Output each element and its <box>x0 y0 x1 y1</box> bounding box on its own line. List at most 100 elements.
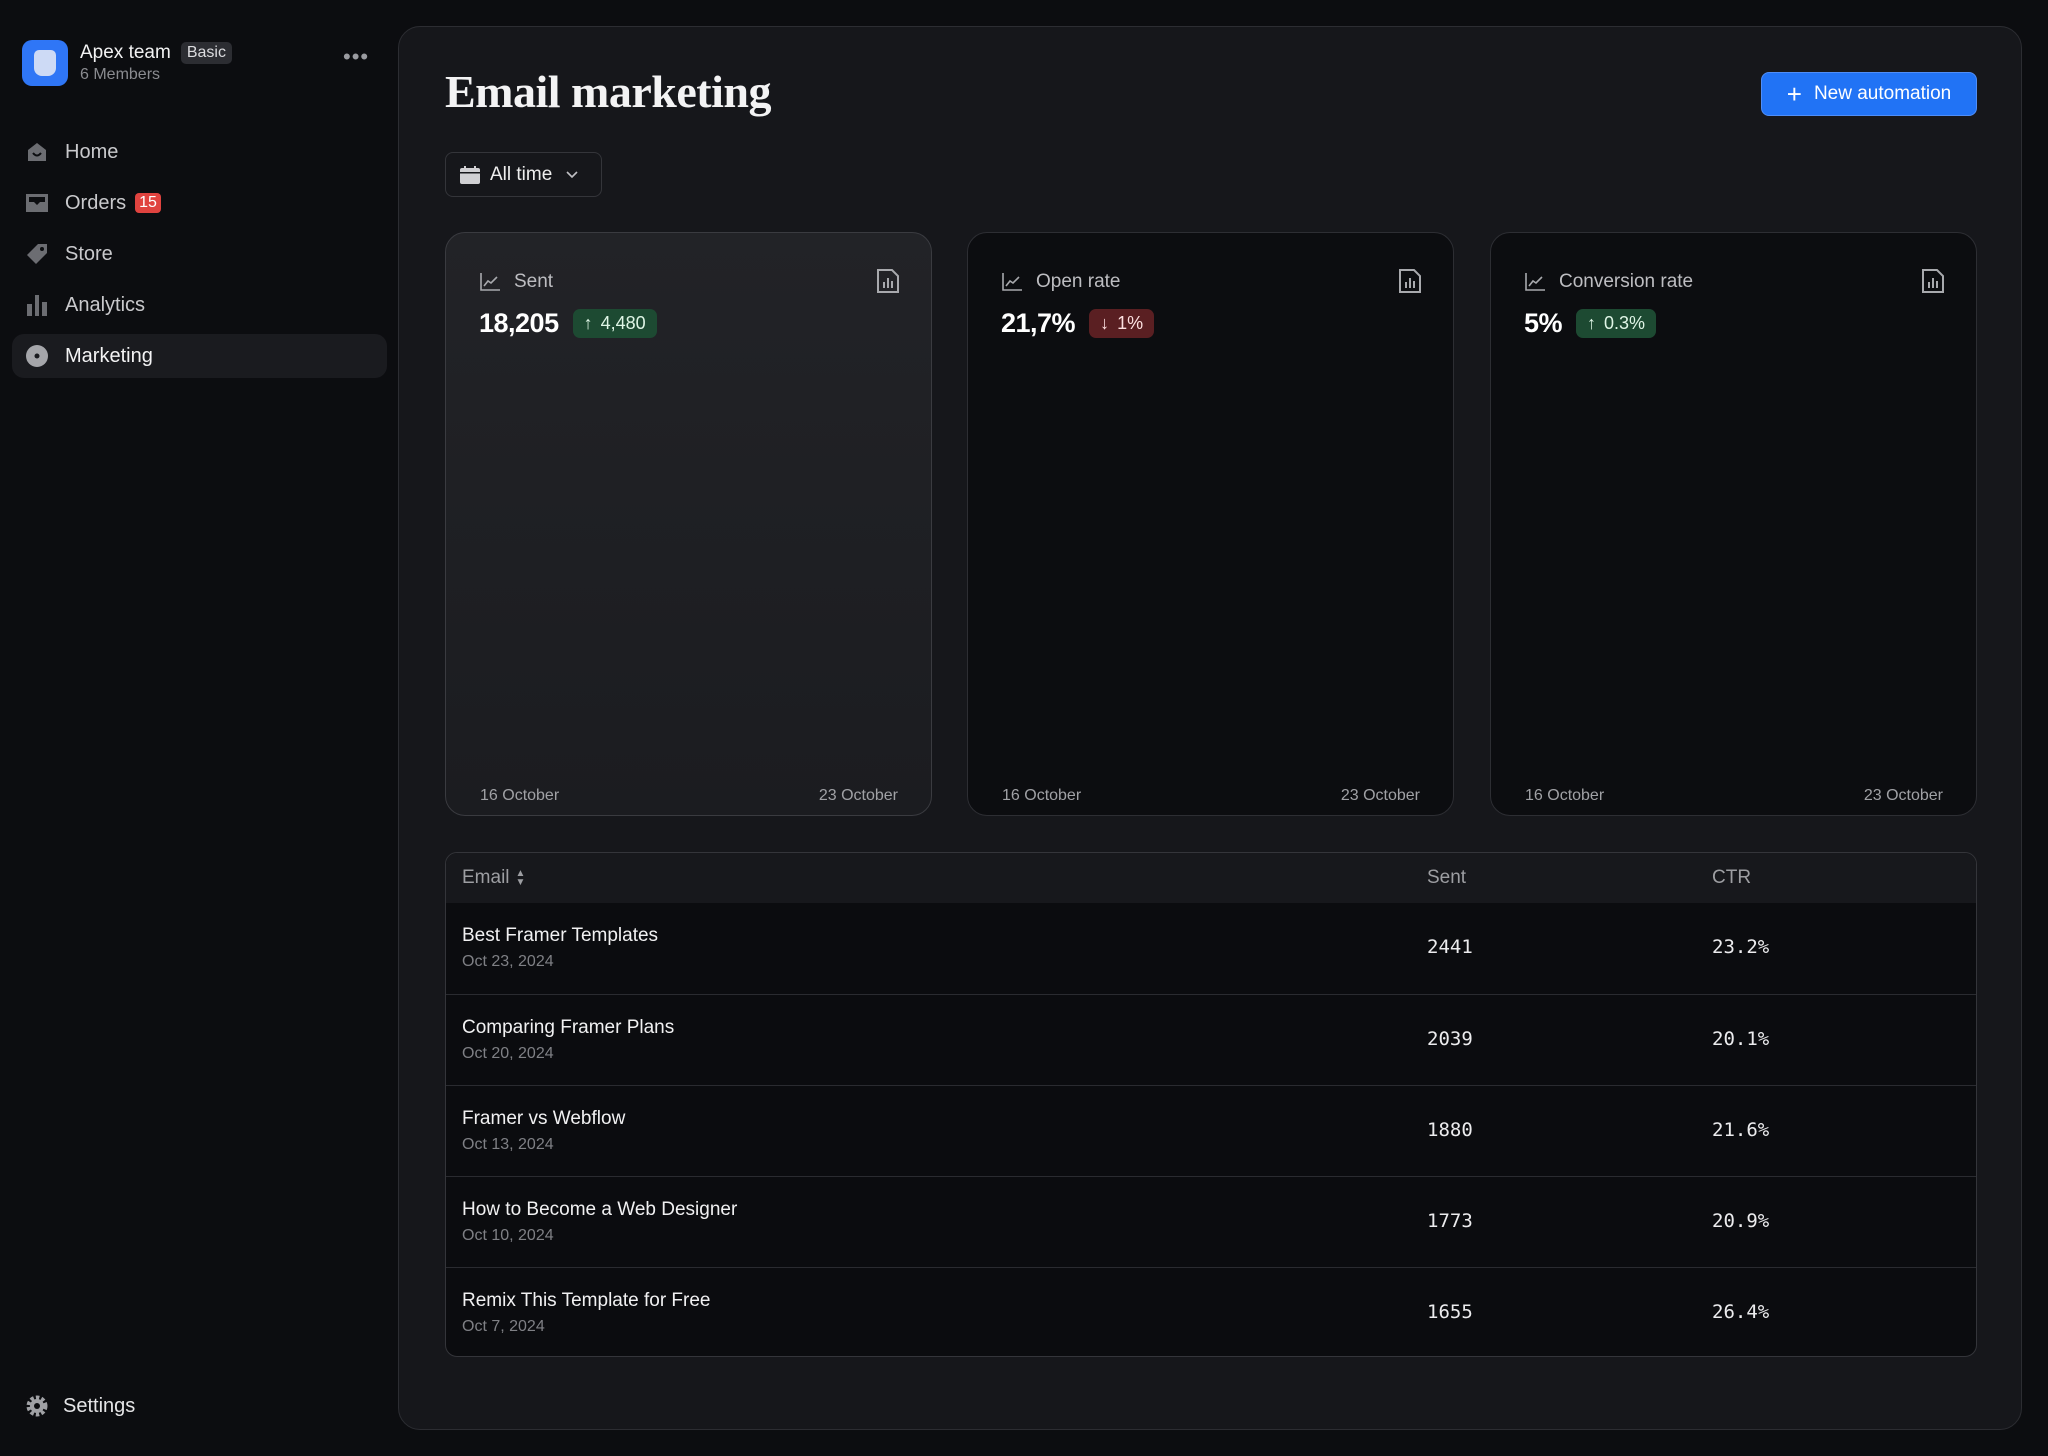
ctr-value: 26.4% <box>1712 1301 1770 1323</box>
table-row[interactable]: Framer vs Webflow Oct 13, 2024 1880 21.6… <box>446 1085 1976 1176</box>
team-logo <box>22 40 68 86</box>
email-date: Oct 13, 2024 <box>462 1136 554 1153</box>
home-icon <box>25 140 49 164</box>
email-name: Comparing Framer Plans <box>462 1017 675 1038</box>
sent-count: 1880 <box>1427 1119 1473 1141</box>
sidebar-item-marketing[interactable]: Marketing <box>12 334 387 378</box>
x-axis-start-label: 16 October <box>1525 787 1605 804</box>
delta-value: 0.3% <box>1604 313 1646 333</box>
report-icon[interactable] <box>1399 269 1421 298</box>
plan-badge: Basic <box>180 42 232 64</box>
ctr-value: 20.1% <box>1712 1028 1770 1050</box>
column-header-label: Email <box>462 867 510 888</box>
sidebar-item-store[interactable]: Store <box>12 232 387 276</box>
email-date: Oct 23, 2024 <box>462 953 554 970</box>
delta-badge: ↑ 0.3% <box>1576 309 1657 338</box>
column-header-sent[interactable]: Sent <box>1427 867 1467 888</box>
disc-icon <box>25 344 49 368</box>
delta-badge: ↑ 4,480 <box>572 309 657 338</box>
email-name: How to Become a Web Designer <box>462 1199 738 1220</box>
table-header: Email ▲ ▼ Sent CTR <box>446 853 1976 903</box>
x-axis-start-label: 16 October <box>1002 787 1082 804</box>
sort-icon: ▲ ▼ <box>515 868 526 888</box>
tag-icon <box>25 242 49 266</box>
team-name: Apex team <box>80 42 171 63</box>
card-value: 21,7% <box>1001 308 1076 338</box>
arrow-up-icon: ↑ <box>1587 313 1597 333</box>
settings-label: Settings <box>63 1394 136 1417</box>
settings-link[interactable]: Settings <box>25 1394 135 1418</box>
table-row[interactable]: Best Framer Templates Oct 23, 2024 2441 … <box>446 903 1976 994</box>
sidebar-item-orders[interactable]: Orders 15 <box>12 181 387 225</box>
sent-count: 2039 <box>1427 1028 1473 1050</box>
inbox-icon <box>25 191 49 215</box>
card-chart <box>446 373 933 773</box>
metric-card-sent[interactable]: Sent 18,205 ↑ 4,480 16 October 23 October <box>445 232 932 816</box>
card-chart <box>1491 373 1978 773</box>
card-value: 18,205 <box>479 308 559 338</box>
sidebar: Apex team Basic 6 Members ••• Home Orders… <box>0 0 398 1456</box>
email-name: Framer vs Webflow <box>462 1108 626 1129</box>
main-panel: Email marketing + New automation All time… <box>398 26 2022 1430</box>
card-value: 5% <box>1524 308 1563 338</box>
bar-chart-icon <box>25 293 49 317</box>
page-title: Email marketing <box>445 66 771 117</box>
table-row[interactable]: How to Become a Web Designer Oct 10, 202… <box>446 1176 1976 1267</box>
line-chart-icon <box>1525 273 1545 291</box>
arrow-down-icon: ↓ <box>1100 313 1110 333</box>
x-axis-end-label: 23 October <box>1340 787 1420 804</box>
email-date: Oct 20, 2024 <box>462 1045 554 1062</box>
metric-card-open-rate[interactable]: Open rate 21,7% ↓ 1% 16 October 23 Octobe… <box>967 232 1454 816</box>
email-name: Best Framer Templates <box>462 925 659 946</box>
emails-table: Email ▲ ▼ Sent CTR Best Framer Templates O… <box>445 852 1977 1357</box>
sidebar-item-label: Home <box>65 140 119 163</box>
line-chart-icon <box>480 273 500 291</box>
ctr-value: 21.6% <box>1712 1119 1770 1141</box>
date-range-value: All time <box>490 163 553 185</box>
sidebar-nav: Home Orders 15 Store Analytics Marketing <box>12 130 387 385</box>
plus-icon: + <box>1786 79 1802 109</box>
column-header-ctr[interactable]: CTR <box>1712 867 1752 888</box>
report-icon[interactable] <box>877 269 899 298</box>
ctr-value: 20.9% <box>1712 1210 1770 1232</box>
column-header-email[interactable]: Email ▲ ▼ <box>462 867 525 889</box>
line-chart-icon <box>1002 273 1022 291</box>
email-name: Remix This Template for Free <box>462 1290 711 1311</box>
delta-value: 4,480 <box>600 313 646 333</box>
sent-count: 2441 <box>1427 936 1473 958</box>
card-chart <box>968 373 1455 773</box>
report-icon[interactable] <box>1922 269 1944 298</box>
delta-value: 1% <box>1117 313 1144 333</box>
sidebar-item-label: Orders <box>65 191 127 214</box>
email-date: Oct 10, 2024 <box>462 1227 554 1244</box>
arrow-up-icon: ↑ <box>583 313 593 333</box>
date-range-dropdown[interactable]: All time <box>445 152 602 197</box>
sidebar-item-label: Analytics <box>65 293 146 316</box>
more-options-icon[interactable]: ••• <box>343 44 370 69</box>
team-switcher[interactable]: Apex team Basic 6 Members <box>22 40 232 86</box>
x-axis-end-label: 23 October <box>818 787 898 804</box>
card-label: Sent <box>514 271 554 292</box>
chevron-down-icon <box>566 170 578 179</box>
orders-count-badge: 15 <box>135 193 161 213</box>
sidebar-item-label: Marketing <box>65 344 153 367</box>
x-axis-end-label: 23 October <box>1863 787 1943 804</box>
sidebar-item-home[interactable]: Home <box>12 130 387 174</box>
sent-count: 1655 <box>1427 1301 1473 1323</box>
metric-card-conversion-rate[interactable]: Conversion rate 5% ↑ 0.3% 16 October 23 O… <box>1490 232 1977 816</box>
sent-count: 1773 <box>1427 1210 1473 1232</box>
delta-badge: ↓ 1% <box>1089 309 1155 338</box>
email-date: Oct 7, 2024 <box>462 1318 545 1335</box>
new-automation-button[interactable]: + New automation <box>1761 72 1977 116</box>
team-members: 6 Members <box>80 66 161 83</box>
new-automation-label: New automation <box>1813 83 1952 104</box>
ctr-value: 23.2% <box>1712 936 1770 958</box>
card-label: Open rate <box>1036 271 1121 292</box>
x-axis-start-label: 16 October <box>480 787 560 804</box>
calendar-icon <box>460 165 480 184</box>
table-row[interactable]: Remix This Template for Free Oct 7, 2024… <box>446 1267 1976 1356</box>
gear-icon <box>25 1394 49 1418</box>
sidebar-item-analytics[interactable]: Analytics <box>12 283 387 327</box>
card-label: Conversion rate <box>1559 271 1694 292</box>
table-row[interactable]: Comparing Framer Plans Oct 20, 2024 2039… <box>446 994 1976 1085</box>
